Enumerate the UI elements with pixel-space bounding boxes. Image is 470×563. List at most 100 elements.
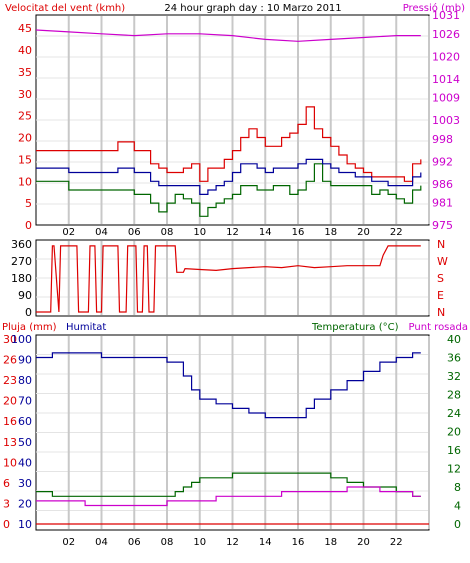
series-line-red [36, 106, 422, 182]
y-tick-label-right: 998 [432, 133, 453, 146]
x-tick-label-top: 18 [324, 227, 337, 238]
y-tick-label-left: 30 [18, 88, 32, 101]
x-tick-label-bottom: 02 [62, 537, 75, 548]
y-tick-label-rain: 20 [3, 395, 17, 408]
y-tick-label-right: 981 [432, 197, 453, 210]
y-tick-label-rain: 23 [3, 374, 17, 387]
series-line-magenta [35, 29, 421, 42]
y-tick-label-humidity: 10 [18, 518, 32, 531]
y-tick-label-humidity: 40 [18, 456, 32, 469]
y-tick-label-humidity: 30 [18, 477, 32, 490]
y-tick-label-right: 8 [454, 481, 461, 494]
y-tick-label-right: 28 [447, 389, 461, 402]
y-tick-label-right: 1020 [432, 50, 460, 63]
y-axis-label-left: Velocitat del vent (kmh) [5, 3, 125, 14]
y-tick-label-left: 45 [18, 22, 32, 35]
compass-label: N [437, 238, 445, 251]
y-tick-label-left: 0 [25, 306, 32, 319]
compass-label: W [437, 255, 448, 268]
chart-title: 24 hour graph day : 10 Marzo 2011 [164, 3, 341, 14]
y-tick-label-rain: 13 [3, 436, 17, 449]
y-tick-label-left: 0 [25, 219, 32, 232]
x-tick-label-bottom: 14 [259, 537, 272, 548]
x-tick-label-bottom: 08 [161, 537, 174, 548]
x-tick-label-top: 08 [161, 227, 174, 238]
x-tick-label-bottom: 04 [95, 537, 108, 548]
y-tick-label-left: 180 [11, 272, 32, 285]
x-tick-label-bottom: 16 [292, 537, 305, 548]
y-axis-label-dewpoint: Punt rosada [409, 322, 468, 333]
y-tick-label-right: 32 [447, 370, 461, 383]
x-tick-label-top: 10 [193, 227, 206, 238]
x-tick-label-top: 06 [128, 227, 141, 238]
y-tick-label-rain: 26 [3, 354, 17, 367]
x-tick-label-top: 02 [62, 227, 75, 238]
title-layer: 24 hour graph day : 10 Marzo 2011 02 02 04… [62, 3, 402, 548]
series-line-red [36, 245, 421, 313]
y-tick-label-left: 10 [18, 175, 32, 188]
series-line-magenta [36, 486, 421, 507]
y-tick-label-humidity: 100 [11, 333, 32, 346]
y-tick-label-right: 992 [432, 155, 453, 168]
x-tick-label-bottom: 06 [128, 537, 141, 548]
y-tick-label-left: 25 [18, 110, 32, 123]
x-tick-label-bottom: 22 [390, 537, 403, 548]
series-line-blue [36, 352, 421, 419]
y-tick-label-humidity: 50 [18, 436, 32, 449]
y-tick-label-left: 90 [18, 289, 32, 302]
y-tick-label-right: 0 [454, 518, 461, 531]
series-line-green [36, 472, 421, 497]
y-axis-label-rain: Pluja (mm) [2, 322, 57, 333]
series-line-blue [36, 158, 422, 195]
compass-label: S [437, 272, 444, 285]
y-tick-label-rain: 16 [3, 415, 17, 428]
y-tick-label-left: 20 [18, 132, 32, 145]
y-tick-label-left: 40 [18, 44, 32, 57]
x-tick-label-top: 22 [390, 227, 403, 238]
y-tick-label-rain: 6 [3, 477, 10, 490]
y-tick-label-humidity: 20 [18, 497, 32, 510]
y-tick-label-left: 5 [25, 197, 32, 210]
x-tick-label-top: 12 [226, 227, 239, 238]
y-tick-label-right: 1026 [432, 28, 460, 41]
y-axis-label-temperature: Temperatura (°C) [311, 322, 399, 333]
y-tick-label-right: 975 [432, 219, 453, 232]
y-tick-label-right: 12 [447, 463, 461, 476]
y-tick-label-left: 15 [18, 153, 32, 166]
y-tick-label-right: 1009 [432, 92, 460, 105]
y-tick-label-right: 24 [447, 407, 461, 420]
y-tick-label-right: 986 [432, 178, 453, 191]
y-tick-label-left: 35 [18, 66, 32, 79]
y-axis-label-humidity: Humitat [66, 322, 106, 333]
y-tick-label-right: 4 [454, 500, 461, 513]
y-tick-label-humidity: 60 [18, 415, 32, 428]
series-line-green [36, 163, 422, 217]
x-tick-label-top: 14 [259, 227, 272, 238]
x-tick-label-bottom: 12 [226, 537, 239, 548]
y-tick-label-right: 20 [447, 426, 461, 439]
y-tick-label-humidity: 70 [18, 395, 32, 408]
y-tick-label-left: 360 [11, 238, 32, 251]
x-tick-label-bottom: 10 [193, 537, 206, 548]
y-axis-label-right: Pressió (mb) [403, 2, 465, 14]
y-tick-label-right: 40 [447, 333, 461, 346]
x-tick-label-top: 20 [357, 227, 370, 238]
y-tick-label-right: 36 [447, 352, 461, 365]
x-tick-label-top: 04 [95, 227, 108, 238]
y-tick-label-rain: 3 [3, 497, 10, 510]
x-tick-label-bottom: 20 [357, 537, 370, 548]
x-tick-label-top: 16 [292, 227, 305, 238]
y-tick-label-rain: 10 [3, 456, 17, 469]
y-tick-label-right: 1031 [432, 9, 460, 22]
x-tick-label-bottom: 18 [324, 537, 337, 548]
compass-label: E [437, 289, 444, 302]
y-tick-label-humidity: 90 [18, 354, 32, 367]
y-tick-label-rain: 0 [3, 518, 10, 531]
y-tick-label-left: 270 [11, 255, 32, 268]
y-tick-label-humidity: 80 [18, 374, 32, 387]
y-tick-label-rain: 30 [3, 333, 17, 346]
